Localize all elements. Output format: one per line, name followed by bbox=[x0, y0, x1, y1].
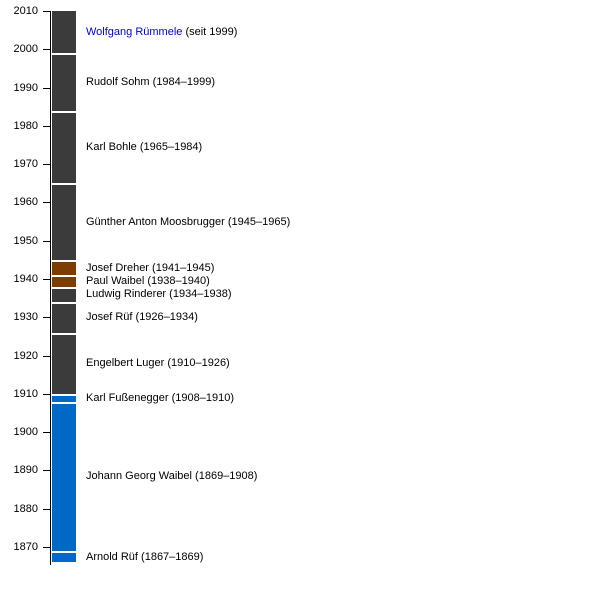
segment-label: Günther Anton Moosbrugger (1945–1965) bbox=[86, 215, 290, 229]
axis-tick-label: 1910 bbox=[13, 388, 38, 400]
axis-tick-label: 2010 bbox=[13, 5, 38, 17]
axis-tick-label: 2000 bbox=[13, 43, 38, 55]
segment-label: Engelbert Luger (1910–1926) bbox=[86, 356, 230, 370]
axis-tick bbox=[43, 241, 50, 242]
axis-tick-label: 1950 bbox=[13, 235, 38, 247]
person-name: Ludwig Rinderer bbox=[86, 288, 167, 300]
segment-label: Wolfgang Rümmele (seit 1999) bbox=[86, 25, 237, 39]
person-name: Johann Georg Waibel bbox=[86, 470, 192, 482]
segment-label: Josef Rüf (1926–1934) bbox=[86, 310, 198, 324]
axis-tick-label: 1990 bbox=[13, 82, 38, 94]
term-years: (1910–1926) bbox=[164, 357, 230, 369]
timeline-segment bbox=[52, 11, 76, 54]
axis-tick-label: 1880 bbox=[13, 503, 38, 515]
term-years: (1869–1908) bbox=[192, 470, 258, 482]
segment-label: Karl Bohle (1965–1984) bbox=[86, 140, 202, 154]
segment-label: Rudolf Sohm (1984–1999) bbox=[86, 75, 215, 89]
axis-tick-label: 1870 bbox=[13, 541, 38, 553]
axis-tick bbox=[43, 317, 50, 318]
person-name: Karl Fußenegger bbox=[86, 392, 169, 404]
segment-label: Paul Waibel (1938–1940) bbox=[86, 274, 210, 288]
person-name: Karl Bohle bbox=[86, 141, 137, 153]
timeline-segment bbox=[52, 332, 76, 394]
timeline-segment bbox=[52, 53, 76, 111]
timeline-axis-line bbox=[50, 11, 51, 566]
term-years: (1926–1934) bbox=[132, 311, 198, 323]
axis-tick bbox=[43, 88, 50, 89]
segment-label: Johann Georg Waibel (1869–1908) bbox=[86, 469, 257, 483]
axis-tick-label: 1940 bbox=[13, 273, 38, 285]
timeline-segment bbox=[52, 550, 76, 563]
term-years: (1945–1965) bbox=[224, 216, 291, 228]
timeline-segment bbox=[52, 301, 76, 333]
axis-tick-label: 1970 bbox=[13, 158, 38, 170]
axis-tick bbox=[43, 126, 50, 127]
axis-tick bbox=[43, 164, 50, 165]
term-years: (1908–1910) bbox=[168, 392, 234, 404]
segment-label: Karl Fußenegger (1908–1910) bbox=[86, 391, 234, 405]
axis-tick bbox=[43, 470, 50, 471]
axis-tick bbox=[43, 11, 50, 12]
timeline-segment bbox=[52, 110, 76, 184]
timeline-segment bbox=[52, 259, 76, 276]
person-name: Günther Anton Moosbrugger bbox=[86, 216, 225, 228]
person-name: Arnold Rüf bbox=[86, 551, 138, 563]
timeline-segment bbox=[52, 401, 76, 551]
axis-tick-label: 1930 bbox=[13, 311, 38, 323]
axis-tick-label: 1920 bbox=[13, 350, 38, 362]
term-years: (1965–1984) bbox=[136, 141, 203, 153]
segment-label: Arnold Rüf (1867–1869) bbox=[86, 550, 203, 564]
axis-tick bbox=[43, 394, 50, 395]
axis-tick bbox=[43, 547, 50, 548]
axis-tick-label: 1900 bbox=[13, 426, 38, 438]
timeline-segment bbox=[52, 183, 76, 260]
timeline-segment bbox=[52, 393, 76, 402]
axis-tick-label: 1960 bbox=[13, 196, 38, 208]
person-name: Paul Waibel bbox=[86, 275, 145, 287]
segment-label: Josef Dreher (1941–1945) bbox=[86, 261, 214, 275]
axis-tick bbox=[43, 509, 50, 510]
person-name: Rudolf Sohm bbox=[86, 76, 150, 88]
term-years: (seit 1999) bbox=[182, 26, 238, 38]
person-name: Josef Dreher bbox=[86, 262, 149, 274]
axis-tick bbox=[43, 356, 50, 357]
person-name: Josef Rüf bbox=[86, 311, 133, 323]
axis-tick bbox=[43, 202, 50, 203]
axis-tick-label: 1890 bbox=[13, 464, 38, 476]
segment-label: Ludwig Rinderer (1934–1938) bbox=[86, 287, 232, 301]
axis-tick bbox=[43, 432, 50, 433]
term-years: (1867–1869) bbox=[137, 551, 204, 563]
person-name: Engelbert Luger bbox=[86, 357, 165, 369]
term-years: (1984–1999) bbox=[149, 76, 216, 88]
axis-tick bbox=[43, 49, 50, 50]
term-years: (1938–1940) bbox=[144, 275, 210, 287]
term-years: (1934–1938) bbox=[166, 288, 232, 300]
axis-tick-label: 1980 bbox=[13, 120, 38, 132]
axis-tick bbox=[43, 279, 50, 280]
person-link[interactable]: Wolfgang Rümmele bbox=[86, 26, 183, 38]
timeline-segment bbox=[52, 275, 76, 287]
term-years: (1941–1945) bbox=[148, 262, 215, 274]
timeline-segment bbox=[52, 286, 76, 302]
